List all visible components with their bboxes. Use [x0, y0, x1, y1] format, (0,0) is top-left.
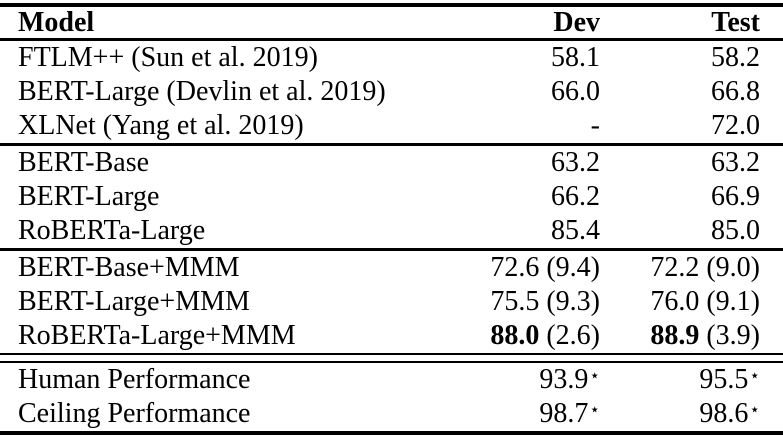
table-row: FTLM++ (Sun et al. 2019) 58.1 58.2 — [0, 40, 783, 76]
test-score-cell: 63.2 — [600, 145, 783, 181]
dev-score-cell: 93.9⋆ — [440, 362, 600, 397]
score-std-dev: (9.4) — [539, 252, 600, 283]
model-name-cell: BERT-Large (Devlin et al. 2019) — [18, 76, 386, 107]
dev-score-cell: 66.0 — [440, 75, 600, 109]
table-row: BERT-Large (Devlin et al. 2019) 66.0 66.8 — [0, 75, 783, 109]
table-row: RoBERTa-Large 85.4 85.0 — [0, 214, 783, 251]
dev-score-cell: 75.5 (9.3) — [440, 285, 600, 319]
score-value: 98.6 — [699, 398, 749, 429]
star-superscript: ⋆ — [749, 400, 760, 419]
double-rule-line — [0, 353, 783, 363]
double-rule-separator — [0, 353, 783, 363]
score-value: 88.0 — [490, 320, 540, 351]
test-score-cell: 72.0 — [600, 109, 783, 146]
table-row: Human Performance 93.9⋆ 95.5⋆ — [0, 362, 783, 397]
test-score-cell: 58.2 — [600, 40, 783, 76]
score-value: 66.0 — [551, 76, 600, 107]
score-value: 85.0 — [711, 215, 760, 246]
score-value: 63.2 — [711, 147, 760, 178]
table-row: BERT-Large 66.2 66.9 — [0, 180, 783, 214]
table-body: FTLM++ (Sun et al. 2019) 58.1 58.2 BERT-Lar… — [0, 40, 783, 435]
model-name-cell: RoBERTa-Large — [0, 214, 440, 251]
model-name-cell: BERT-Base+MMM — [18, 252, 240, 283]
table-row: Ceiling Performance 98.7⋆ 98.6⋆ — [0, 397, 783, 435]
score-value: 93.9 — [539, 364, 589, 395]
table-row: BERT-Large+MMM 75.5 (9.3) 76.0 (9.1) — [0, 285, 783, 319]
score-value: 75.5 — [490, 286, 540, 317]
test-score-cell: 98.6⋆ — [600, 397, 783, 435]
test-score-cell: 72.2 (9.0) — [600, 250, 783, 286]
column-header-model: Model — [0, 3, 440, 41]
score-value: 66.2 — [551, 181, 600, 212]
score-std-dev: (9.0) — [699, 252, 760, 283]
star-superscript: ⋆ — [589, 366, 600, 385]
model-performance-table: Model Dev Test FTLM++ (Sun et al. 2019) 5… — [0, 3, 783, 435]
score-value: 63.2 — [551, 147, 600, 178]
star-superscript: ⋆ — [589, 400, 600, 419]
model-name-cell: XLNet (Yang et al. 2019) — [0, 109, 440, 146]
score-value: 66.9 — [711, 181, 760, 212]
dev-score-cell: 63.2 — [440, 145, 600, 181]
column-header-test: Test — [600, 3, 783, 41]
score-value: 72.2 — [650, 252, 700, 283]
score-value: 76.0 — [650, 286, 700, 317]
score-std-dev: (3.9) — [699, 320, 760, 351]
score-value: 66.8 — [711, 76, 760, 107]
dev-score-cell: - — [440, 109, 600, 146]
column-header-dev: Dev — [440, 3, 600, 41]
test-score-cell: 66.9 — [600, 180, 783, 214]
results-table: Model Dev Test FTLM++ (Sun et al. 2019) 5… — [0, 3, 783, 435]
header-row: Model Dev Test — [0, 3, 783, 41]
test-score-cell: 88.9 (3.9) — [600, 319, 783, 354]
dev-score-cell: 58.1 — [440, 40, 600, 76]
dev-score-cell: 66.2 — [440, 180, 600, 214]
score-value: 58.2 — [711, 42, 760, 73]
score-value: 88.9 — [650, 320, 700, 351]
score-value: 98.7 — [539, 398, 589, 429]
score-std-dev: (2.6) — [539, 320, 600, 351]
score-value: 72.6 — [490, 252, 540, 283]
score-value: 58.1 — [551, 42, 600, 73]
test-score-cell: 66.8 — [600, 75, 783, 109]
test-score-cell: 95.5⋆ — [600, 362, 783, 397]
dev-score-cell: 85.4 — [440, 214, 600, 251]
dev-score-cell: 72.6 (9.4) — [440, 250, 600, 286]
model-name-cell: BERT-Large+MMM — [18, 286, 250, 317]
dev-score-cell: 98.7⋆ — [440, 397, 600, 435]
model-name-cell: Human Performance — [18, 364, 251, 395]
score-value: 95.5 — [699, 364, 749, 395]
model-name-cell: Ceiling Performance — [0, 397, 440, 435]
score-std-dev: (9.1) — [699, 286, 760, 317]
score-value: - — [590, 110, 600, 141]
model-name-cell: BERT-Large — [18, 181, 160, 212]
table-row: XLNet (Yang et al. 2019) - 72.0 — [0, 109, 783, 146]
model-name-cell: RoBERTa-Large+MMM — [18, 320, 296, 351]
score-std-dev: (9.3) — [539, 286, 600, 317]
model-name-cell: FTLM++ (Sun et al. 2019) — [18, 42, 318, 73]
test-score-cell: 76.0 (9.1) — [600, 285, 783, 319]
star-superscript: ⋆ — [749, 366, 760, 385]
score-value: 72.0 — [711, 110, 760, 141]
test-score-cell: 85.0 — [600, 214, 783, 251]
model-name-cell: BERT-Base — [18, 147, 150, 178]
table-row: BERT-Base 63.2 63.2 — [0, 145, 783, 181]
table-row: BERT-Base+MMM 72.6 (9.4) 72.2 (9.0) — [0, 250, 783, 286]
dev-score-cell: 88.0 (2.6) — [440, 319, 600, 354]
table-row: RoBERTa-Large+MMM 88.0 (2.6) 88.9 (3.9) — [0, 319, 783, 354]
score-value: 85.4 — [551, 215, 600, 246]
